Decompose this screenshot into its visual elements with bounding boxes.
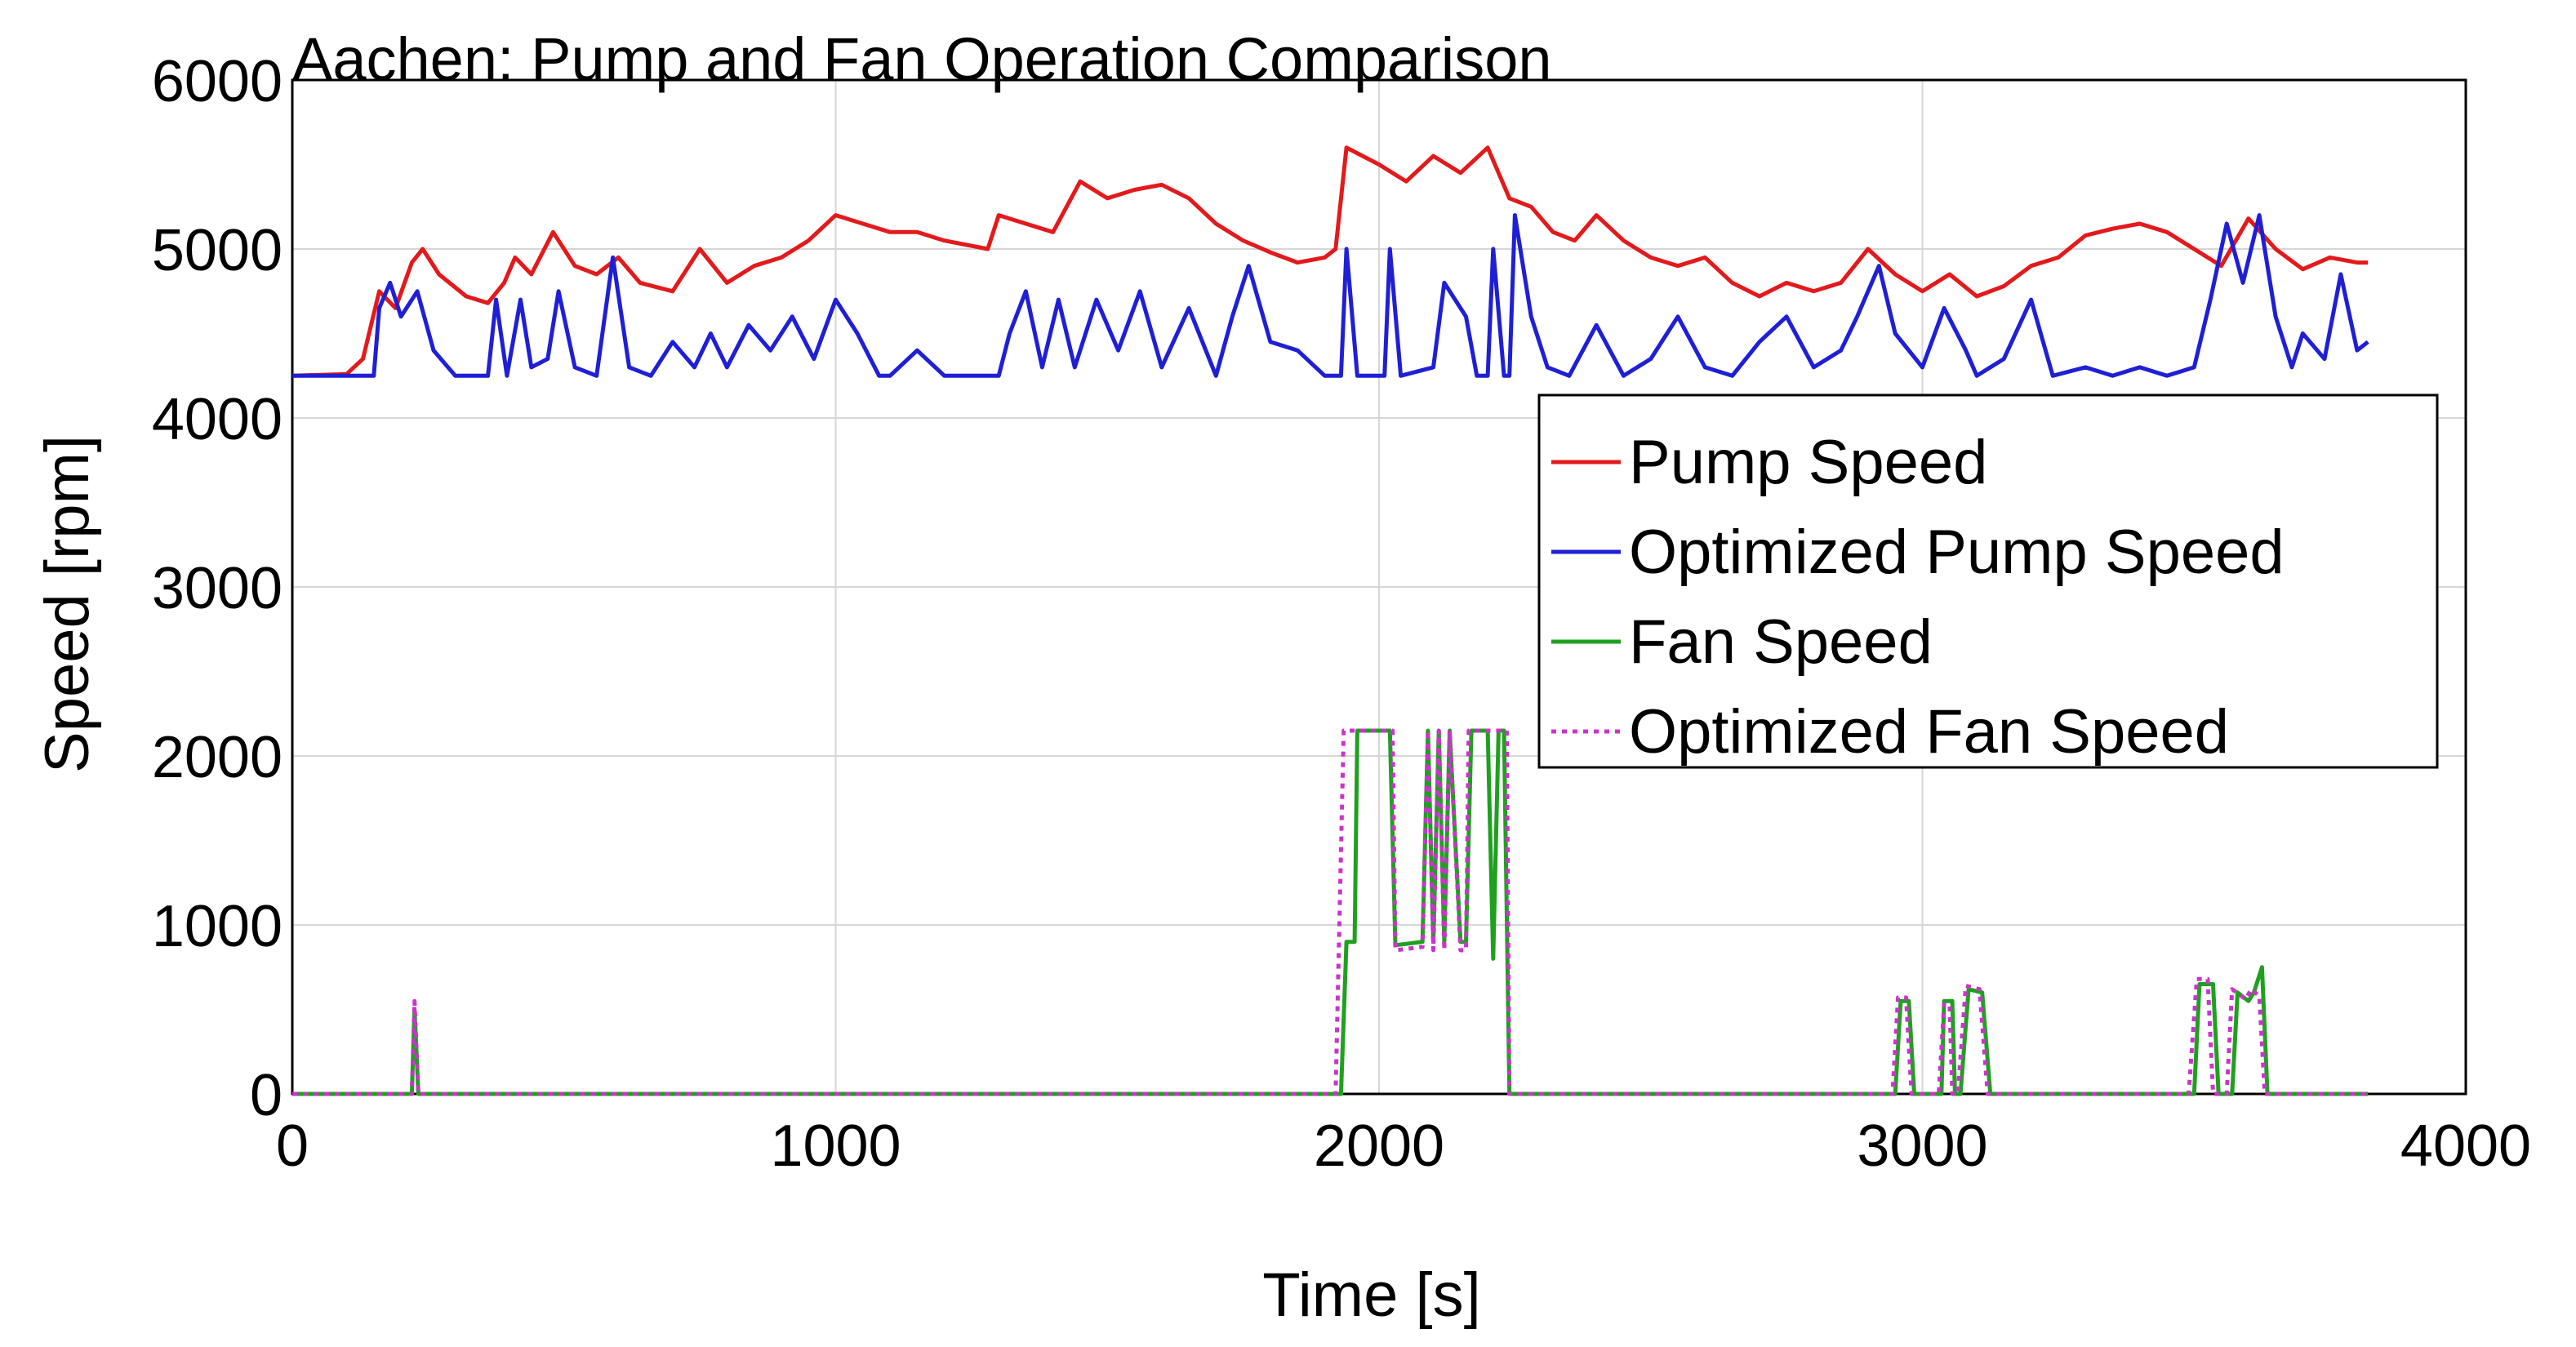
legend-entries: Pump Speed Optimized Pump Speed Fan Speed O… <box>1551 428 2285 767</box>
tick-labels: 0 1000 2000 3000 4000 0 1000 2000 3000 4000 5000 60… <box>152 49 2531 1179</box>
x-tick-label: 0 <box>276 1114 309 1179</box>
legend-label: Fan Speed <box>1629 607 1933 677</box>
chart-title: Aachen: Pump and Fan Operation Compariso… <box>292 25 1552 93</box>
y-tick-label: 0 <box>250 1063 283 1128</box>
legend-label: Pump Speed <box>1629 428 1987 497</box>
series-layer <box>291 145 2369 1096</box>
y-tick-label: 4000 <box>152 387 283 452</box>
x-tick-label: 4000 <box>2400 1114 2531 1179</box>
series-line-pump-speed <box>291 145 2369 378</box>
series-line-optimized-fan-speed <box>292 728 2369 1096</box>
y-tick-label: 1000 <box>152 894 283 959</box>
x-axis-label: Time [s] <box>1262 1260 1480 1330</box>
series-line-optimized-pump-speed <box>292 213 2369 378</box>
legend-label: Optimized Pump Speed <box>1629 518 2285 587</box>
legend: Pump Speed Optimized Pump Speed Fan Speed O… <box>1537 393 2439 769</box>
legend-label: Optimized Fan Speed <box>1629 697 2229 767</box>
plot-frame <box>291 78 2467 1096</box>
x-tick-label: 2000 <box>1314 1114 1444 1179</box>
x-tick-label: 1000 <box>770 1114 901 1179</box>
y-tick-label: 6000 <box>152 49 283 114</box>
y-tick-label: 2000 <box>152 725 283 790</box>
x-tick-label: 3000 <box>1857 1114 1987 1179</box>
y-tick-label: 5000 <box>152 218 283 283</box>
legend-box <box>1537 393 2439 769</box>
y-axis-label: Speed [rpm] <box>33 435 102 773</box>
y-tick-label: 3000 <box>152 556 283 621</box>
